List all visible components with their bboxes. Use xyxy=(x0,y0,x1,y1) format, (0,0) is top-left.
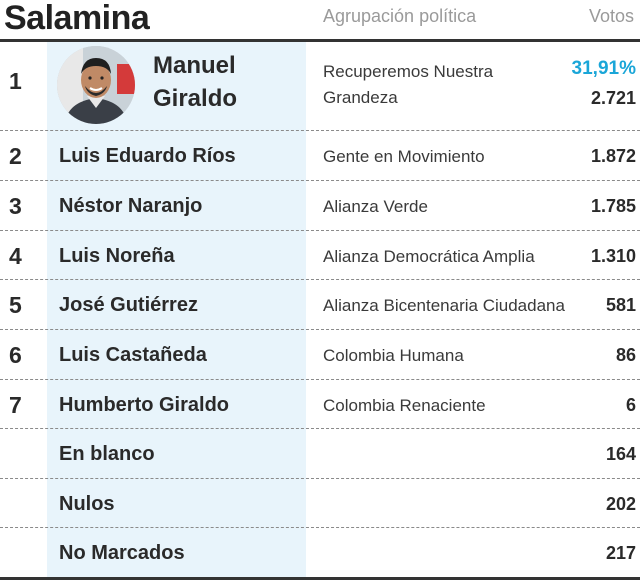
other-label: En blanco xyxy=(59,443,155,465)
votes-column-header: Votos xyxy=(588,6,634,26)
row-separator xyxy=(0,478,640,479)
other-label: Nulos xyxy=(59,493,115,515)
candidate-name: Luis Castañeda xyxy=(59,344,207,366)
party-column-header: Agrupación política xyxy=(323,6,477,26)
winner-rank: 1 xyxy=(9,68,22,94)
row-separator xyxy=(0,130,640,131)
candidate-rank: 3 xyxy=(9,193,22,219)
top-divider xyxy=(0,39,640,42)
person-photo-icon xyxy=(57,46,135,124)
row-separator xyxy=(0,279,640,280)
row-separator xyxy=(0,230,640,231)
winner-percent: 31,91% xyxy=(571,58,636,79)
candidate-party: Colombia Renaciente xyxy=(323,396,486,415)
header: Salamina Agrupación política Votos xyxy=(0,0,640,40)
candidate-votes: 1.310 xyxy=(590,246,636,266)
candidate-party: Alianza Democrática Amplia xyxy=(323,247,535,266)
candidate-rank: 5 xyxy=(9,292,22,318)
row-separator xyxy=(0,527,640,528)
row-separator xyxy=(0,329,640,330)
candidate-name: Néstor Naranjo xyxy=(59,195,203,217)
row-separator xyxy=(0,428,640,429)
candidate-party: Gente en Movimiento xyxy=(323,147,485,166)
winner-party-line2: Grandeza xyxy=(323,88,398,107)
other-votes: 164 xyxy=(605,444,636,464)
candidate-photo xyxy=(57,46,135,124)
candidate-party: Alianza Bicentenaria Ciudadana xyxy=(323,296,565,315)
winner-name-first: Manuel xyxy=(153,52,236,79)
candidate-votes: 86 xyxy=(615,345,636,365)
winner-votes: 2.721 xyxy=(590,88,636,108)
candidate-votes: 6 xyxy=(625,395,636,415)
candidate-name: José Gutiérrez xyxy=(59,294,198,316)
other-votes: 202 xyxy=(605,494,636,514)
candidate-rank: 6 xyxy=(9,342,22,368)
candidate-votes: 1.785 xyxy=(590,196,636,216)
other-votes: 217 xyxy=(605,543,636,563)
candidate-rank: 2 xyxy=(9,143,22,169)
candidate-votes: 581 xyxy=(605,295,636,315)
row-separator xyxy=(0,180,640,181)
winner-name-last: Giraldo xyxy=(153,85,238,112)
candidate-party: Colombia Humana xyxy=(323,346,464,365)
candidate-name: Humberto Giraldo xyxy=(59,394,230,416)
bottom-divider xyxy=(0,577,640,580)
candidate-name: Luis Eduardo Ríos xyxy=(59,145,236,167)
candidate-rank: 7 xyxy=(9,392,22,418)
candidate-name: Luis Noreña xyxy=(59,245,175,267)
page-title: Salamina xyxy=(4,0,150,37)
candidate-party: Alianza Verde xyxy=(323,197,428,216)
row-separator xyxy=(0,379,640,380)
winner-party-line1: Recuperemos Nuestra xyxy=(323,62,494,81)
candidate-rank: 4 xyxy=(9,243,22,269)
name-column-highlight xyxy=(47,42,306,577)
other-label: No Marcados xyxy=(59,542,185,564)
candidate-votes: 1.872 xyxy=(590,146,636,166)
